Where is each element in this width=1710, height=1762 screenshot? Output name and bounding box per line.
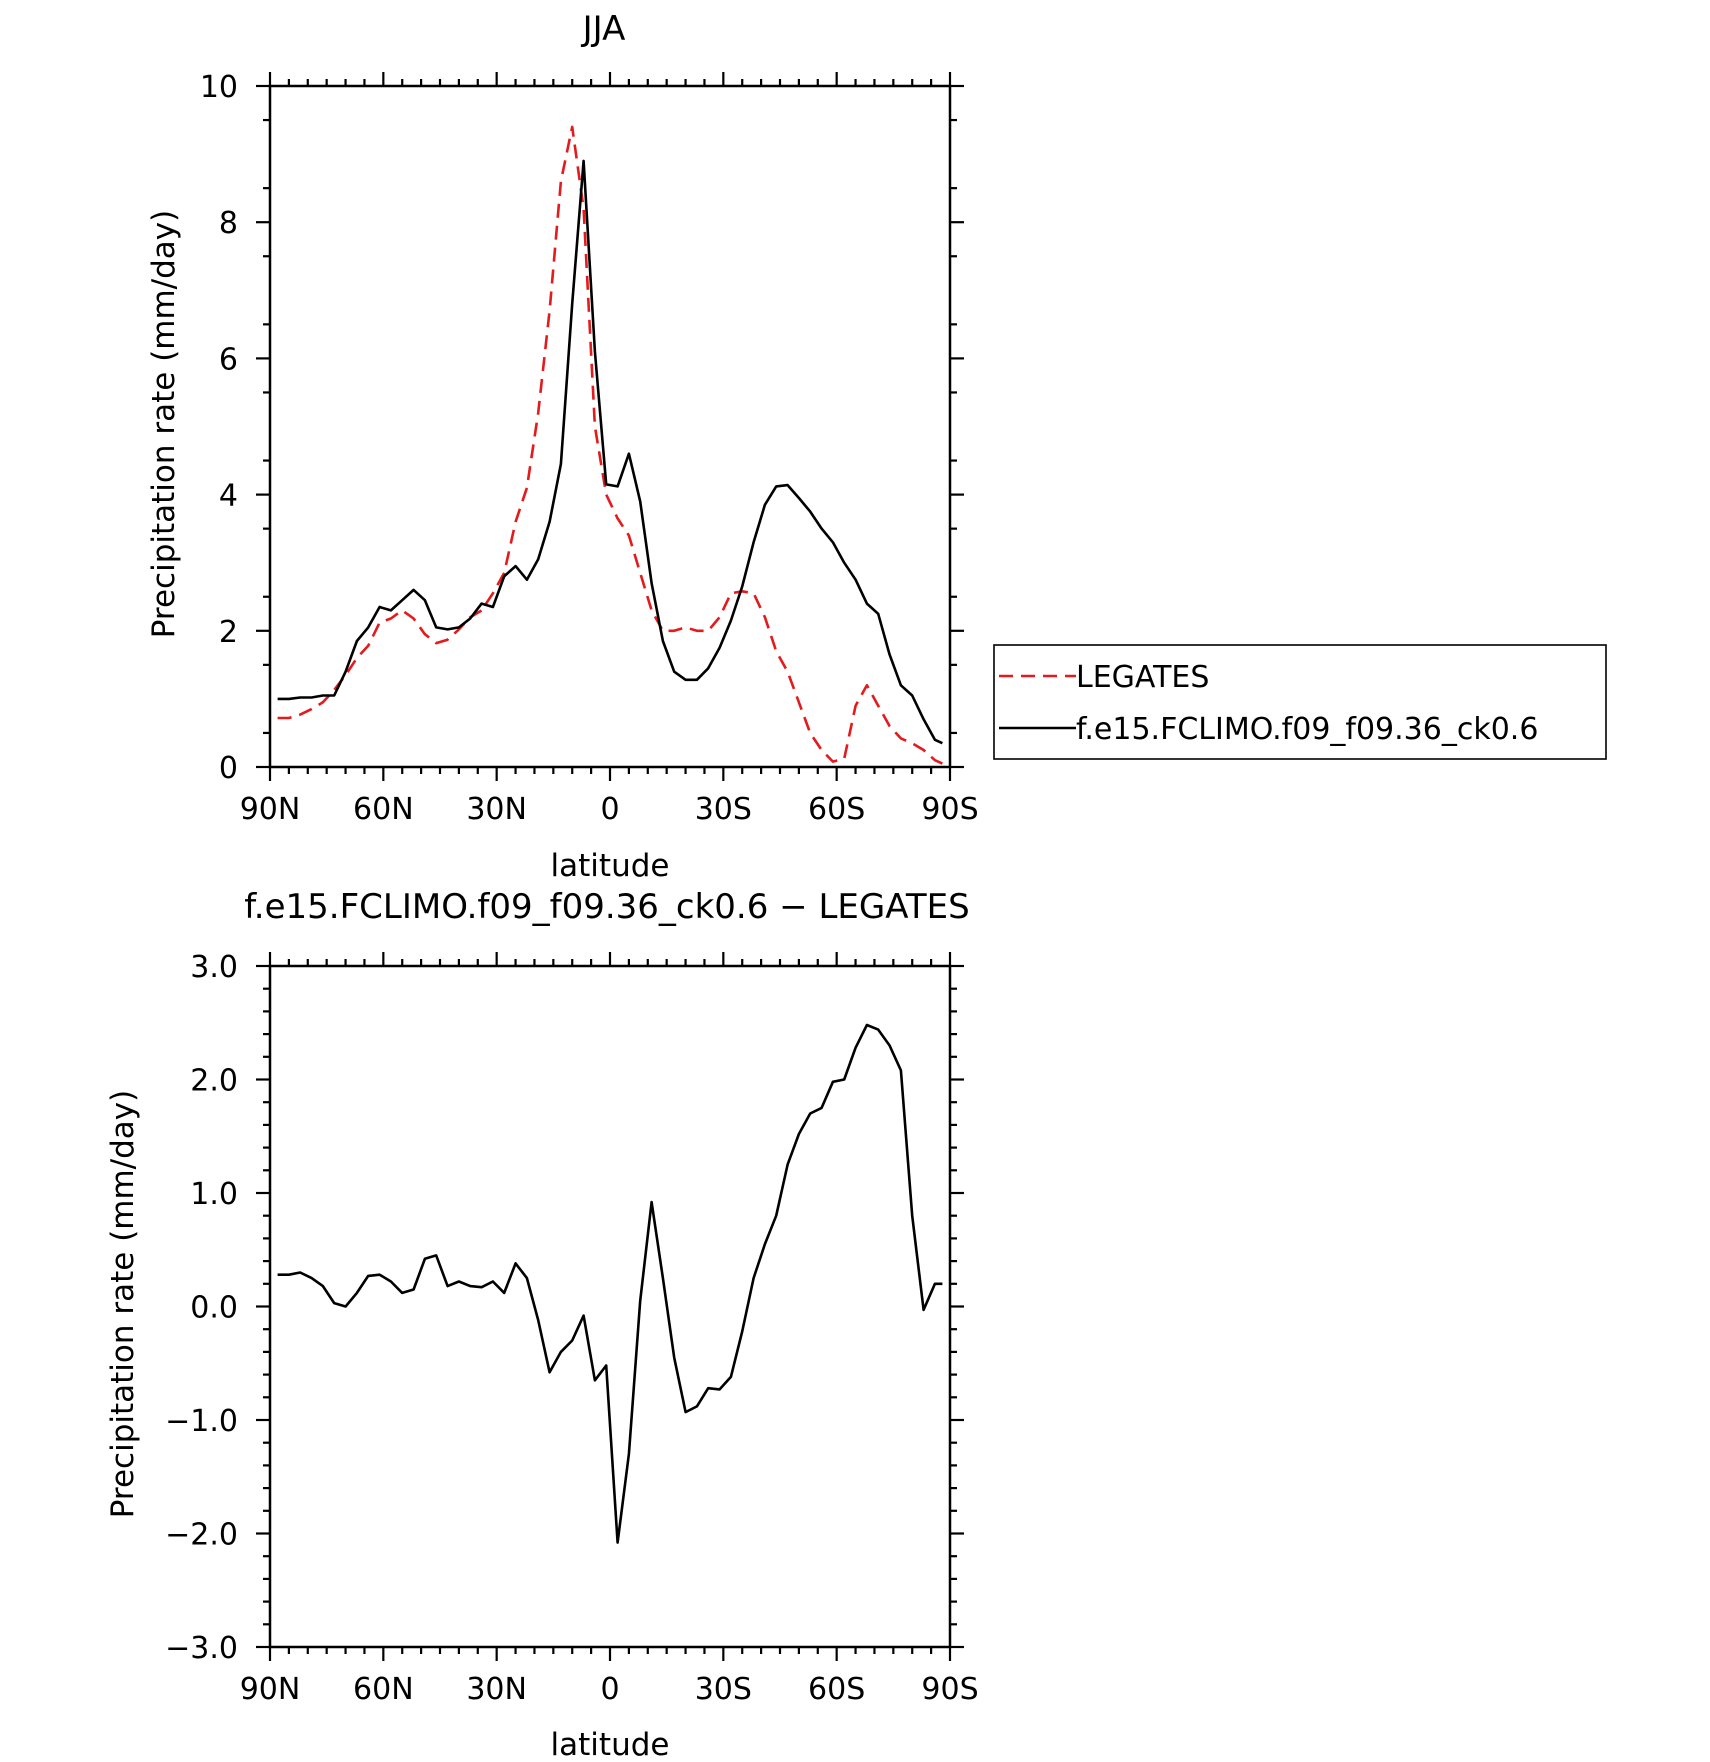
top-y-tick-label: 8	[219, 206, 238, 241]
legend: LEGATES f.e15.FCLIMO.f09_f09.36_ck0.6	[993, 644, 1607, 760]
legend-label-model: f.e15.FCLIMO.f09_f09.36_ck0.6	[1076, 712, 1538, 747]
top-x-tick-label: 30N	[466, 792, 527, 827]
top-x-tick-label: 60N	[353, 792, 414, 827]
bottom-panel: f.e15.FCLIMO.f09_f09.36_ck0.6 − LEGATES …	[105, 887, 979, 1762]
top-tick-group: 90N 60N 30N 0 30S 60S 90S 0 2 4 6 8 10	[200, 70, 979, 827]
bottom-tick-group: 90N 60N 30N 0 30S 60S 90S −3.0 −2.0 −1.0 0.0 1.0 2.0…	[165, 950, 978, 1707]
top-y-tick-label: 10	[200, 70, 238, 105]
legend-label-legates: LEGATES	[1076, 660, 1209, 695]
bottom-y-tick-label: 3.0	[190, 950, 238, 985]
bottom-x-tick-label: 60N	[353, 1672, 414, 1707]
bottom-series-group	[277, 1023, 943, 1544]
top-chart-title: JJA	[581, 9, 626, 49]
top-x-axis-label: latitude	[551, 848, 670, 884]
bottom-y-tick-label: 0.0	[190, 1291, 238, 1326]
top-plot-frame	[268, 84, 952, 769]
bottom-x-tick-label: 30S	[695, 1672, 752, 1707]
top-y-axis-label: Precipitation rate (mm/day)	[146, 210, 182, 639]
top-x-tick-label: 30S	[695, 792, 752, 827]
bottom-series-line-0	[277, 1023, 943, 1544]
bottom-chart-title: f.e15.FCLIMO.f09_f09.36_ck0.6 − LEGATES	[244, 887, 969, 927]
bottom-x-tick-label: 0	[600, 1672, 619, 1707]
top-x-tick-label: 60S	[808, 792, 865, 827]
top-series-line-1	[277, 159, 943, 745]
top-x-tick-label: 90N	[240, 792, 301, 827]
bottom-y-axis-label: Precipitation rate (mm/day)	[105, 1090, 141, 1519]
top-x-tick-label: 0	[600, 792, 619, 827]
top-series-group	[277, 125, 943, 765]
bottom-x-tick-label: 30N	[466, 1672, 527, 1707]
bottom-y-tick-label: −3.0	[165, 1631, 238, 1666]
bottom-y-tick-label: −2.0	[165, 1518, 238, 1553]
top-series-line-0	[277, 125, 943, 765]
bottom-x-axis-label: latitude	[551, 1727, 670, 1762]
bottom-x-tick-label: 60S	[808, 1672, 865, 1707]
top-y-tick-label: 2	[219, 615, 238, 650]
top-y-tick-label: 4	[219, 479, 238, 514]
bottom-x-tick-label: 90S	[921, 1672, 978, 1707]
legend-box	[993, 644, 1607, 760]
top-x-tick-label: 90S	[921, 792, 978, 827]
top-y-tick-label: 6	[219, 342, 238, 377]
top-y-tick-label: 0	[219, 751, 238, 786]
bottom-y-tick-label: 1.0	[190, 1177, 238, 1212]
bottom-x-tick-label: 90N	[240, 1672, 301, 1707]
bottom-y-tick-label: −1.0	[165, 1404, 238, 1439]
bottom-y-tick-label: 2.0	[190, 1064, 238, 1099]
